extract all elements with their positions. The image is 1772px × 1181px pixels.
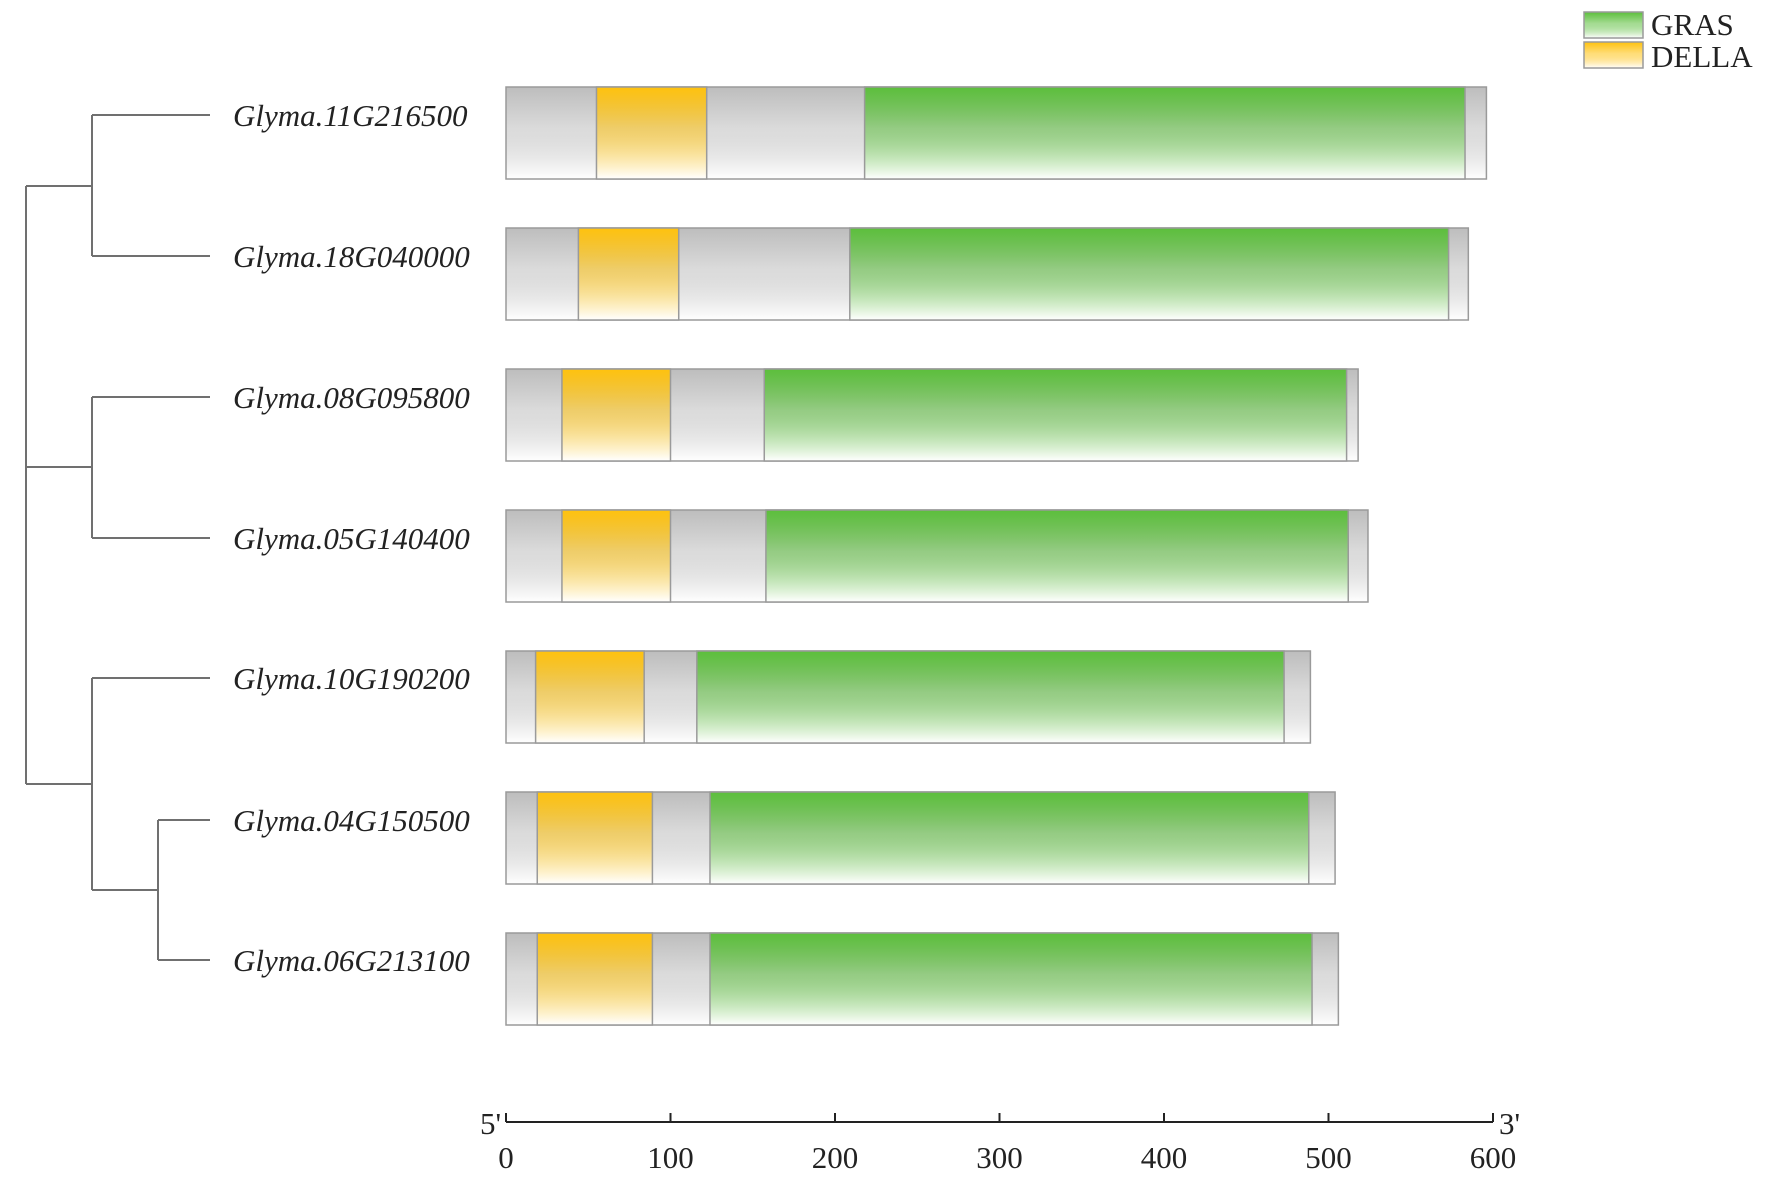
- della-domain: [534, 650, 645, 744]
- gras-domain: [696, 650, 1285, 744]
- della-domain: [595, 86, 708, 180]
- axis-end-label-5prime: 5': [480, 1106, 501, 1141]
- leaf-label: Glyma.11G216500: [233, 98, 468, 133]
- leaf-label: Glyma.18G040000: [233, 239, 470, 274]
- scale-axis: 5' 3' 0 100 200 300 400 500 600: [480, 1106, 1520, 1175]
- leaf-label: Glyma.05G140400: [233, 521, 470, 556]
- della-domain: [561, 509, 672, 603]
- axis-tick-label: 100: [647, 1140, 694, 1175]
- della-domain: [536, 932, 654, 1026]
- gras-domain: [709, 932, 1313, 1026]
- axis-tick-label: 200: [812, 1140, 859, 1175]
- gras-domain: [849, 227, 1450, 321]
- axis-end-label-3prime: 3': [1499, 1106, 1520, 1141]
- legend-label-gras: GRAS: [1651, 7, 1734, 42]
- axis-tick-label: 0: [498, 1140, 514, 1175]
- protein-bar: [505, 932, 1340, 1026]
- legend-label-della: DELLA: [1651, 39, 1753, 74]
- legend: GRAS DELLA: [1583, 7, 1753, 74]
- axis-tick-label: 600: [1470, 1140, 1517, 1175]
- legend-swatch-della: [1583, 41, 1644, 69]
- protein-bar: [505, 650, 1312, 744]
- leaf-label: Glyma.08G095800: [233, 380, 470, 415]
- leaf-label: Glyma.06G213100: [233, 943, 470, 978]
- gras-domain: [709, 791, 1310, 885]
- gras-domain: [763, 368, 1348, 462]
- protein-bar: [505, 368, 1359, 462]
- phylogenetic-tree: [25, 114, 210, 961]
- axis-tick-label: 400: [1141, 1140, 1188, 1175]
- gras-domain: [863, 86, 1466, 180]
- della-domain: [536, 791, 654, 885]
- axis-ticks: 0 100 200 300 400 500 600: [498, 1113, 1516, 1175]
- protein-bar: [505, 227, 1470, 321]
- axis-tick-label: 500: [1305, 1140, 1352, 1175]
- protein-bar: [505, 86, 1488, 180]
- legend-swatch-gras: [1583, 11, 1644, 39]
- protein-bar: [505, 509, 1369, 603]
- leaf-label: Glyma.04G150500: [233, 803, 470, 838]
- leaf-label: Glyma.10G190200: [233, 661, 470, 696]
- protein-bar: [505, 791, 1336, 885]
- axis-tick-label: 300: [976, 1140, 1023, 1175]
- protein-bars: [505, 86, 1488, 1026]
- della-domain: [561, 368, 672, 462]
- della-domain: [577, 227, 680, 321]
- leaf-labels: Glyma.11G216500 Glyma.18G040000 Glyma.08…: [233, 98, 470, 978]
- gras-domain: [765, 509, 1349, 603]
